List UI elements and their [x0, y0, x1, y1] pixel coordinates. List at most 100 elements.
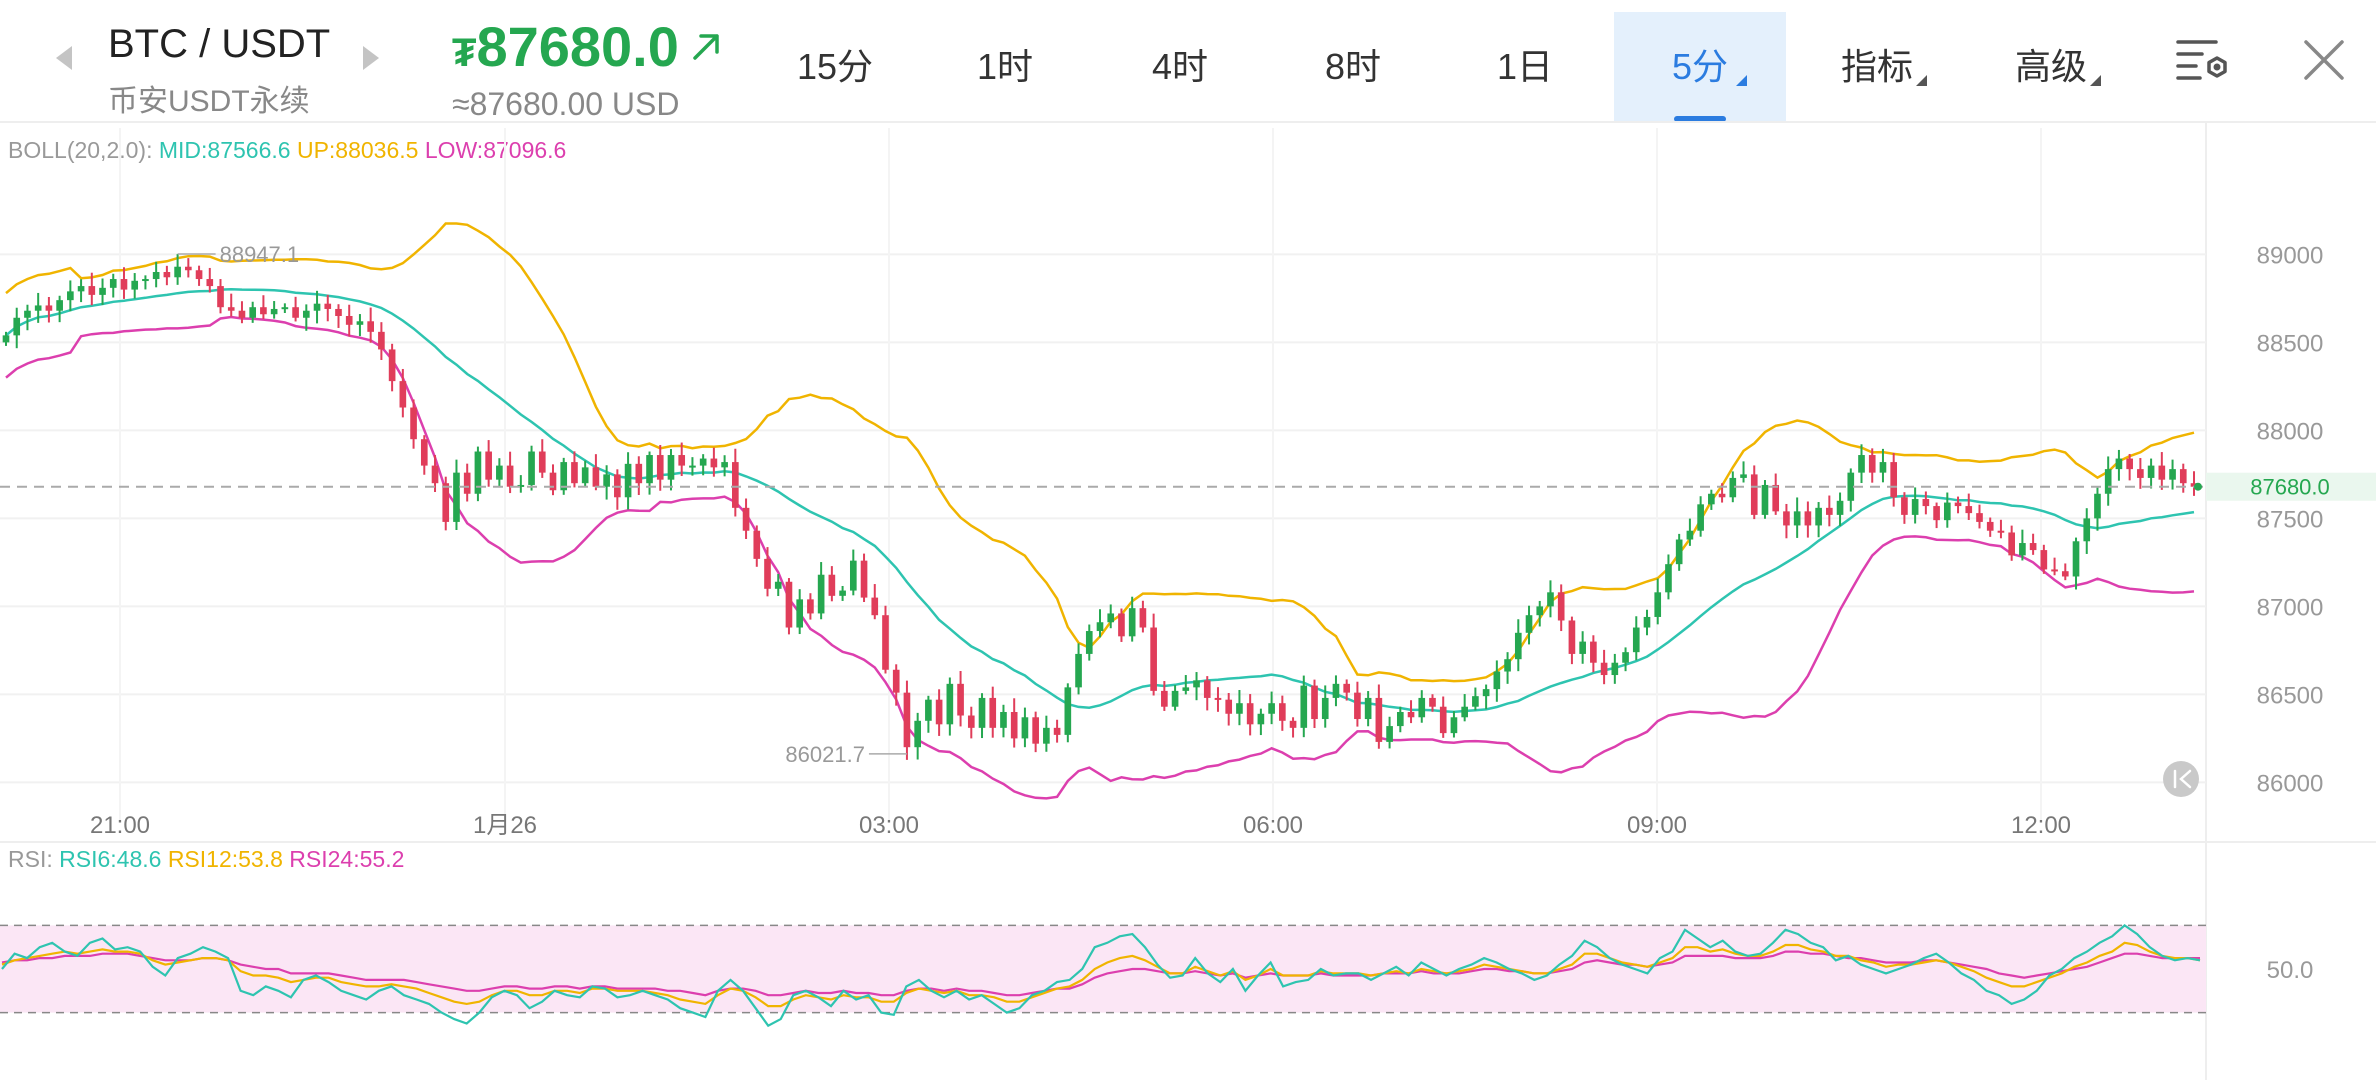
candle-body: [796, 599, 804, 628]
candle-body: [1139, 608, 1147, 628]
candle-body: [1418, 697, 1426, 718]
candle-body: [1847, 472, 1855, 501]
candle-body: [1279, 703, 1286, 721]
candle-body: [1268, 703, 1275, 714]
candle-body: [2104, 469, 2112, 494]
candle-body: [1193, 680, 1200, 688]
candle-body: [732, 462, 739, 508]
candle-body: [1514, 632, 1522, 660]
tab-8h[interactable]: 8时: [1298, 12, 1408, 122]
candle-body: [1643, 616, 1651, 628]
candle-body: [1032, 717, 1039, 744]
candle-body: [581, 467, 589, 484]
candle-body: [967, 715, 975, 728]
candle-body: [217, 286, 224, 308]
next-pair-arrow-icon[interactable]: [363, 46, 379, 70]
candle-body: [914, 720, 921, 748]
x-tick-label: 06:00: [1243, 812, 1303, 839]
candle-body: [1879, 462, 1887, 473]
candle-body: [764, 558, 771, 589]
prev-pair-arrow-icon[interactable]: [56, 46, 72, 70]
candle-body: [142, 279, 149, 282]
candle-body: [1536, 606, 1544, 616]
tab-advanced[interactable]: 高级: [1996, 12, 2106, 122]
candle-body: [163, 272, 171, 278]
candle-body: [1761, 484, 1769, 515]
candle-body: [1954, 502, 1962, 507]
candle-body: [603, 474, 610, 487]
boll-low: LOW:87096.6: [424, 137, 567, 163]
price-axis-area: [2206, 122, 2376, 1080]
candle-body: [1225, 699, 1233, 714]
jump-to-latest-icon[interactable]: [2163, 761, 2199, 797]
tab-15m[interactable]: 15分: [780, 12, 890, 122]
tether-symbol: ₮: [452, 31, 477, 75]
boll-mid-line: [5, 287, 2195, 714]
candle-body: [689, 465, 696, 468]
candle-body: [1332, 683, 1340, 698]
tab-5m[interactable]: 5分: [1614, 12, 1786, 122]
x-tick-label: 03:00: [859, 812, 919, 839]
candle-body: [839, 590, 846, 596]
candle-body: [1740, 474, 1747, 478]
candle-body: [1214, 697, 1222, 700]
candle-body: [1396, 712, 1404, 727]
candle-body: [2040, 550, 2048, 570]
candle-body: [99, 287, 106, 295]
candle-body: [324, 303, 332, 309]
candle-body: [1933, 506, 1940, 521]
candle-body: [378, 331, 385, 350]
candle-body: [1450, 717, 1458, 734]
candle-body: [1311, 685, 1318, 720]
dropdown-triangle-icon: [1916, 75, 1927, 86]
boll-name: BOLL(20,2.0):: [8, 137, 153, 163]
candle-body: [1300, 685, 1308, 728]
candle-body: [388, 349, 396, 382]
candle-body: [1482, 689, 1490, 697]
tab-label: 高级: [2014, 46, 2087, 87]
tab-1d[interactable]: 1日: [1470, 12, 1580, 122]
candle-body: [1364, 697, 1372, 720]
candle-body: [1600, 662, 1608, 676]
candle-body: [946, 683, 954, 725]
candle-body: [2158, 465, 2166, 480]
tab-4h[interactable]: 4时: [1125, 12, 1235, 122]
rsi12-value: RSI12:53.8: [167, 846, 283, 872]
candle-body: [2029, 543, 2037, 551]
pair-title[interactable]: BTC / USDT: [108, 22, 331, 66]
candle-body: [1021, 717, 1029, 739]
candle-body: [174, 266, 181, 278]
candle-body: [2115, 458, 2123, 470]
candle-body: [1547, 592, 1554, 607]
candle-body: [2190, 483, 2198, 487]
tab-indicators[interactable]: 指标: [1822, 12, 1932, 122]
arrow-up-right-icon: [693, 34, 720, 60]
candle-body: [892, 669, 900, 693]
candle-body: [1246, 703, 1254, 725]
price-value: 87680.0: [476, 15, 679, 78]
candle-body: [485, 451, 492, 480]
candle-body: [753, 530, 761, 559]
candle-body: [656, 455, 664, 480]
x-tick-label: 09:00: [1627, 812, 1687, 839]
tab-label: 1日: [1496, 46, 1554, 87]
boll-up: UP:88036.5: [296, 137, 419, 163]
close-icon[interactable]: [2294, 30, 2354, 90]
candle-body: [571, 462, 578, 484]
candle-body: [1386, 726, 1393, 742]
candle-body: [1783, 511, 1790, 526]
chart-settings-icon[interactable]: [2172, 30, 2232, 90]
candle-body: [1568, 620, 1576, 654]
last-price: ₮87680.0: [452, 14, 723, 78]
candle-body: [2179, 469, 2187, 484]
candle-body: [1986, 521, 1994, 531]
candle-body: [1632, 627, 1640, 653]
candle-body: [1171, 690, 1179, 707]
candle-body: [882, 615, 889, 670]
tab-1h[interactable]: 1时: [950, 12, 1060, 122]
candle-body: [1096, 622, 1104, 632]
candle-body: [1815, 507, 1822, 526]
candle-body: [1257, 713, 1265, 725]
candle-body: [463, 472, 471, 494]
